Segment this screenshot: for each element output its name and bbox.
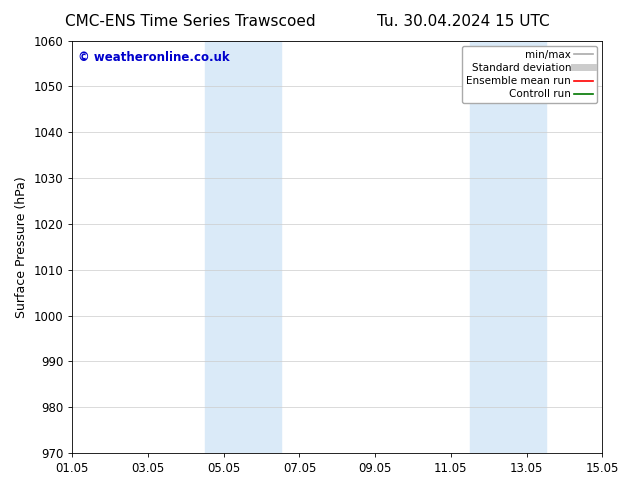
Text: Tu. 30.04.2024 15 UTC: Tu. 30.04.2024 15 UTC [377,14,549,29]
Bar [470,41,508,453]
Text: CMC-ENS Time Series Trawscoed: CMC-ENS Time Series Trawscoed [65,14,316,29]
Bar [508,41,545,453]
Bar [243,41,280,453]
Bar [205,41,243,453]
Y-axis label: Surface Pressure (hPa): Surface Pressure (hPa) [15,176,28,318]
Text: © weatheronline.co.uk: © weatheronline.co.uk [77,51,230,64]
Legend: min/max, Standard deviation, Ensemble mean run, Controll run: min/max, Standard deviation, Ensemble me… [462,46,597,103]
